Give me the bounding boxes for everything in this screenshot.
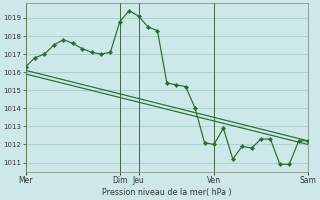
X-axis label: Pression niveau de la mer( hPa ): Pression niveau de la mer( hPa ) xyxy=(102,188,232,197)
